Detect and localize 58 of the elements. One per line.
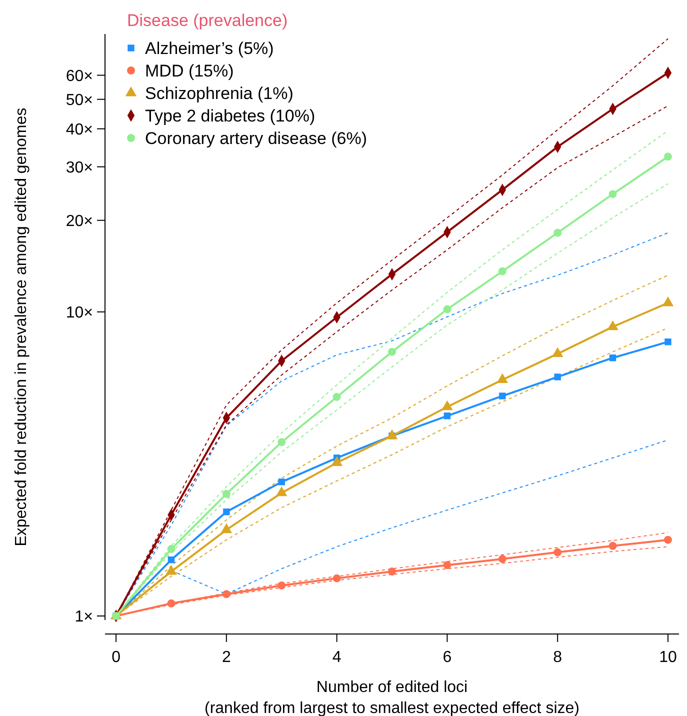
- x-tick-label: 8: [553, 649, 562, 666]
- point: [554, 548, 562, 556]
- x-tick-label: 0: [112, 649, 121, 666]
- point: [278, 581, 286, 590]
- y-tick-label: 10×: [66, 304, 93, 322]
- point: [167, 599, 176, 608]
- point: [664, 338, 672, 346]
- x-tick-label: 4: [332, 649, 342, 666]
- legend-label: Schizophrenia (1%): [145, 84, 294, 103]
- point: [444, 412, 451, 420]
- legend-label: Coronary artery disease (6%): [145, 128, 368, 148]
- legend-title: Disease (prevalence): [127, 11, 288, 30]
- point: [552, 347, 564, 358]
- y-axis-title: Expected fold reduction in prevalence among edited genomes: [13, 108, 30, 546]
- point: [498, 554, 506, 563]
- y-tick-label: 30×: [66, 159, 93, 176]
- point: [168, 556, 175, 564]
- point: [554, 374, 561, 380]
- legend-label: Type 2 diabetes (10%): [145, 106, 316, 126]
- point: [609, 354, 616, 362]
- y-tick-label: 1×: [74, 608, 93, 626]
- x-tick-label: 10: [659, 649, 677, 666]
- point: [276, 486, 288, 496]
- point: [554, 228, 562, 237]
- point: [442, 400, 453, 410]
- point: [167, 545, 176, 554]
- y-tick-label: 60×: [66, 68, 93, 85]
- point: [443, 561, 452, 570]
- point: [278, 478, 285, 486]
- point: [498, 267, 506, 276]
- point: [223, 508, 230, 516]
- point: [388, 568, 396, 576]
- point: [499, 392, 506, 400]
- point: [608, 542, 617, 550]
- point: [608, 190, 617, 198]
- x-tick-label: 2: [222, 649, 231, 666]
- point: [332, 574, 341, 582]
- y-tick-label: 40×: [66, 121, 93, 138]
- x-axis-title: Number of edited loci (ranked from largest to smallest expected effect size): [204, 679, 580, 716]
- point: [386, 429, 398, 440]
- point: [443, 305, 452, 314]
- point: [332, 393, 341, 401]
- legend-label: Alzheimer’s (5%): [145, 38, 274, 58]
- point: [278, 438, 286, 446]
- point: [388, 348, 396, 356]
- point: [222, 590, 230, 598]
- point: [607, 320, 618, 330]
- point: [664, 536, 672, 544]
- x-tick-label: 6: [442, 649, 452, 666]
- point: [166, 565, 177, 575]
- point: [331, 456, 342, 466]
- y-tick-label: 20×: [66, 212, 93, 230]
- y-tick-label: 50×: [66, 92, 93, 109]
- point: [664, 152, 672, 161]
- point: [222, 490, 230, 498]
- point: [220, 523, 232, 534]
- legend-label: MDD (15%): [145, 61, 234, 80]
- point: [496, 373, 508, 384]
